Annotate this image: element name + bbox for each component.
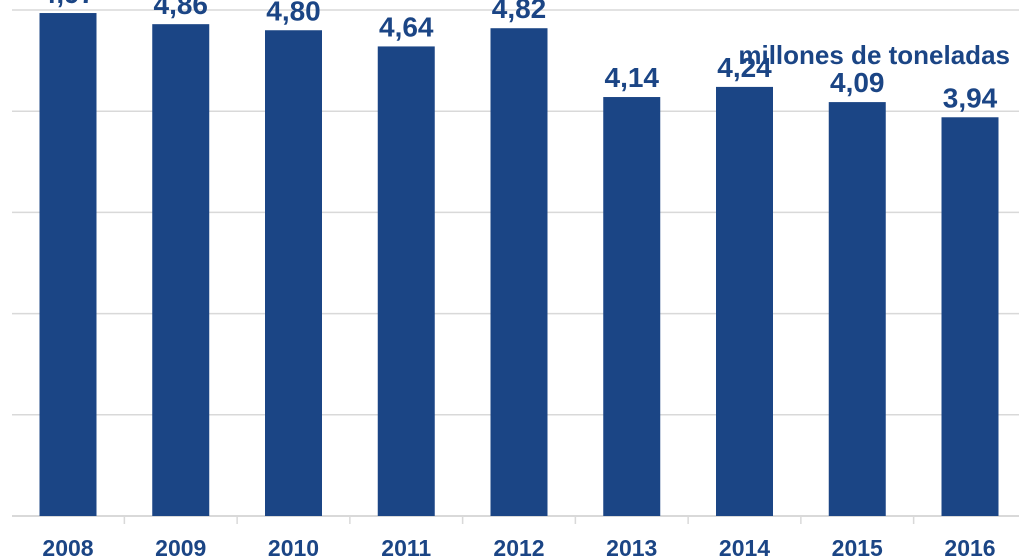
data-label-2011: 4,64: [379, 11, 434, 42]
bar-2009: [152, 24, 210, 516]
data-label-2014: 4,24: [717, 52, 772, 83]
bar-2010: [265, 30, 322, 517]
unit-label: millones de toneladas: [738, 40, 1010, 70]
bar-2013: [603, 97, 661, 517]
bar-2008: [39, 13, 97, 516]
data-label-2013: 4,14: [605, 62, 660, 93]
x-tick-2014: 2014: [719, 535, 770, 560]
bars: [39, 13, 999, 517]
x-axis-ticks: 2008 2009 2010 2011 2012 2013 2014 2015 2016: [42, 516, 996, 560]
data-label-2012: 4,82: [492, 0, 547, 24]
bar-2014: [716, 86, 773, 517]
x-tick-2008: 2008: [42, 535, 93, 560]
x-tick-2009: 2009: [155, 535, 206, 560]
data-label-2015: 4,09: [830, 67, 885, 98]
x-tick-2012: 2012: [493, 535, 544, 560]
bar-2016: [941, 117, 999, 516]
data-label-2008: 4,97: [41, 0, 96, 9]
bar-2015: [828, 102, 886, 516]
bar-2012: [490, 28, 548, 516]
data-label-2016: 3,94: [943, 82, 998, 113]
x-tick-2013: 2013: [606, 535, 657, 560]
data-labels: 4,97 4,86 4,80 4,64 4,82 4,14 4,24 4,09 3,94: [41, 0, 998, 113]
data-label-2010: 4,80: [266, 0, 321, 26]
x-tick-2015: 2015: [832, 535, 883, 560]
data-label-2009: 4,86: [154, 0, 209, 20]
x-tick-2010: 2010: [268, 535, 319, 560]
x-tick-2011: 2011: [381, 535, 431, 560]
bar-2011: [377, 46, 435, 516]
x-tick-2016: 2016: [944, 535, 995, 560]
